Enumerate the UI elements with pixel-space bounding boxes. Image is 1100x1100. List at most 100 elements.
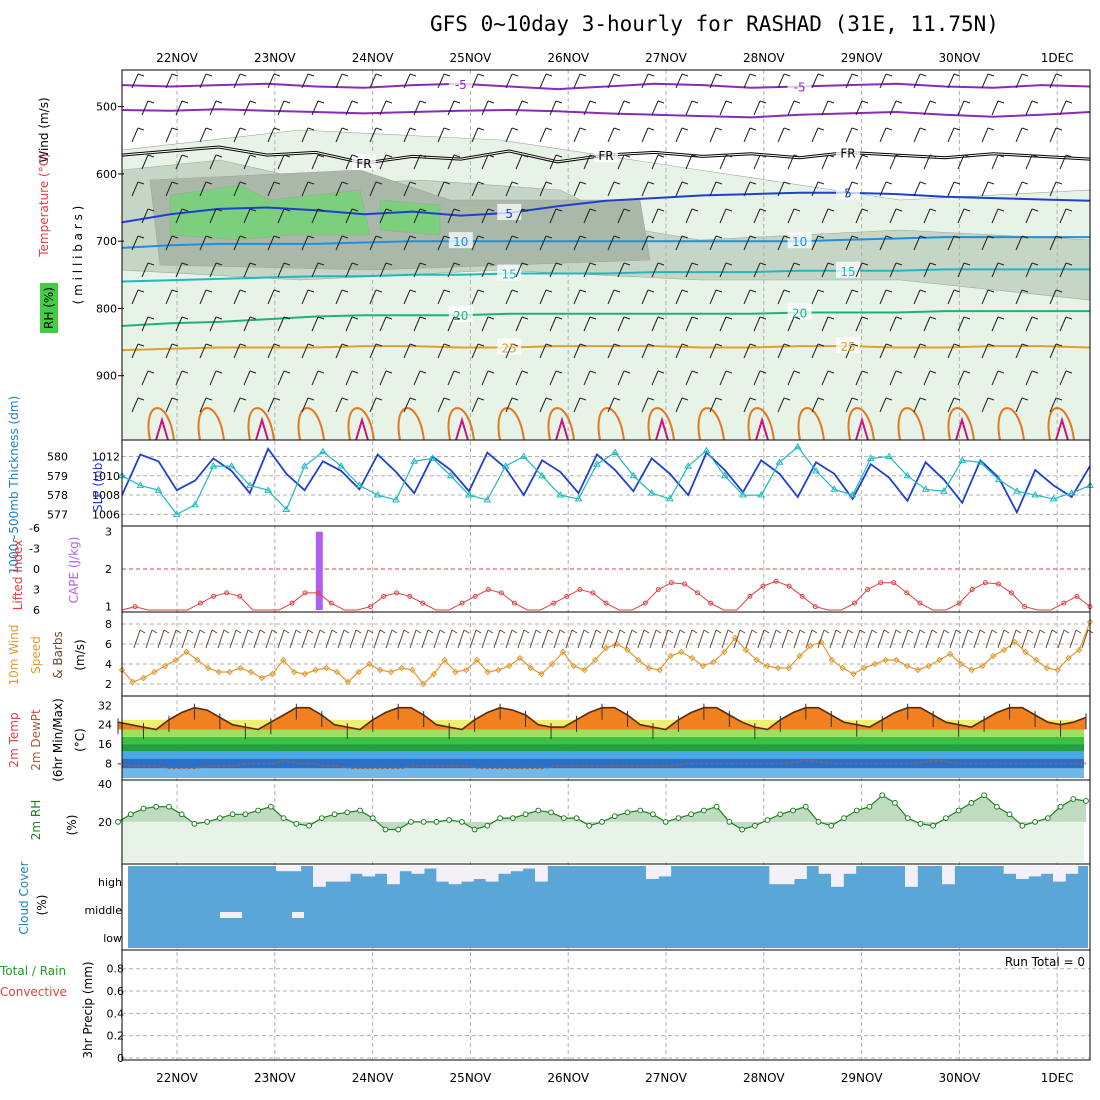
wind-barb-flag <box>487 262 495 266</box>
rh2m-marker <box>726 819 733 825</box>
wind-barb-flag <box>681 397 689 401</box>
surface-wind-barb-flag <box>859 629 866 634</box>
surface-wind-barb <box>181 629 189 649</box>
wind-barb <box>1025 262 1033 278</box>
wind-barb-flag <box>249 316 257 320</box>
wind-barb-flag <box>477 289 485 293</box>
temp2m-tick-label: 8 <box>105 757 112 770</box>
rh2m-marker <box>904 815 911 821</box>
wind-barb <box>335 235 343 251</box>
wind-barb-flag <box>851 397 859 401</box>
wind-barb-flag <box>419 262 427 266</box>
surface-wind-barb-flag <box>727 629 734 634</box>
surface-wind-barb-flag <box>739 629 746 634</box>
wind-barb-flag <box>239 73 247 77</box>
wind-barb <box>481 316 489 332</box>
wind-barb-flag <box>487 316 495 320</box>
wind-barb-flag <box>1065 262 1073 266</box>
rh2m-marker <box>306 822 312 829</box>
rh2m-marker <box>382 826 389 833</box>
rh2m-marker <box>1057 803 1064 810</box>
wind-barb <box>549 154 557 170</box>
wind-barb-flag <box>351 262 359 266</box>
wind-barb <box>879 289 887 305</box>
thickness-marker <box>245 481 254 488</box>
temperature-contour-35 <box>955 416 969 441</box>
wind-barb <box>913 397 921 413</box>
wind-barb <box>923 208 931 224</box>
wind-barb-flag <box>205 343 213 347</box>
wind-barb <box>447 262 455 278</box>
wind-barb-flag <box>171 181 179 185</box>
wind-barb <box>947 289 955 305</box>
wind-barb-flag <box>443 181 451 185</box>
wind-barb <box>617 100 625 116</box>
wind-speed-marker <box>538 670 545 678</box>
contour-label-bg <box>448 232 473 249</box>
wind-barb-flag <box>487 370 495 374</box>
wind-barb <box>947 181 955 197</box>
lifted-index-marker <box>368 604 374 610</box>
wind-speed-marker <box>118 666 126 674</box>
lifted-index-marker <box>224 590 230 596</box>
wind-barb <box>437 289 445 305</box>
wind-barb <box>845 235 853 251</box>
wind-barb-flag <box>963 154 971 158</box>
wind-barb-flag <box>1021 235 1029 239</box>
wind-barb <box>651 100 659 116</box>
wind-barb <box>879 73 887 89</box>
lifted-index-marker <box>878 580 884 586</box>
lifted-index-marker <box>904 590 910 596</box>
wind-barb-flag <box>317 208 325 212</box>
wind-barb-flag <box>555 370 563 374</box>
wind-barb-flag <box>1055 343 1063 347</box>
wind-barb-flag <box>647 181 655 185</box>
wind-barb-flag <box>511 181 519 185</box>
wind-barb <box>515 208 523 224</box>
wind-barb-flag <box>953 289 961 293</box>
wind-barb-flag <box>205 235 213 239</box>
wind-barb-flag <box>725 208 733 212</box>
wind-barb-flag <box>997 262 1005 266</box>
wind-barb <box>607 235 615 251</box>
wind-barb-flag <box>181 316 189 320</box>
wind-speed-marker <box>914 666 922 674</box>
wind-barb <box>991 316 999 332</box>
thickness-marker <box>446 471 455 479</box>
wind-speed-marker <box>430 670 438 678</box>
wind-barb <box>1025 208 1033 224</box>
wind-barb <box>1015 127 1023 143</box>
rh2m-marker <box>458 819 465 825</box>
wind-barb-flag <box>681 181 689 185</box>
wind-barb <box>675 397 683 413</box>
wind-barb-flag <box>851 181 859 185</box>
cloud-gap <box>781 866 795 885</box>
wind-barb <box>1015 397 1023 413</box>
surface-wind-barb <box>841 629 849 649</box>
wind-barb <box>131 127 139 143</box>
cloud-gap <box>436 866 450 882</box>
wind-speed-marker <box>635 656 642 664</box>
wind10-speed-label: Speed <box>29 636 43 674</box>
wind-speed-marker <box>1076 646 1083 654</box>
wind-barb <box>335 343 343 359</box>
rh2m-marker <box>548 809 554 816</box>
precip-tick-label: 0.6 <box>107 985 125 998</box>
rh2m-marker <box>790 807 796 814</box>
surface-wind-barb <box>961 629 969 649</box>
wind-barb <box>1059 208 1067 224</box>
wind-barb <box>583 262 591 278</box>
wind-barb-flag <box>477 181 485 185</box>
thickness-marker <box>300 462 309 469</box>
wind-barb <box>957 262 965 278</box>
wind-barb-flag <box>861 100 869 104</box>
wind-barb-flag <box>555 316 563 320</box>
wind-barb-flag <box>521 154 529 158</box>
wind-barb <box>811 289 819 305</box>
wind-barb <box>165 235 173 251</box>
wind-barb <box>889 370 897 386</box>
wind-barb-flag <box>409 127 417 131</box>
wind-barb-flag <box>783 181 791 185</box>
surface-wind-barb <box>973 629 981 649</box>
thickness-marker <box>501 462 510 469</box>
